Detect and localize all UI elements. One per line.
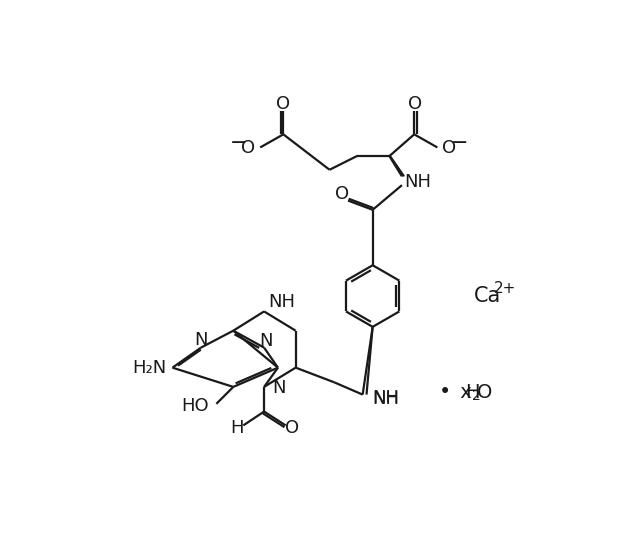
- Polygon shape: [389, 156, 404, 176]
- Text: NH: NH: [372, 390, 399, 408]
- Text: O: O: [408, 95, 422, 113]
- Text: NH: NH: [372, 389, 399, 406]
- Text: NH: NH: [404, 173, 431, 191]
- Text: N: N: [272, 379, 285, 397]
- Text: H: H: [230, 420, 244, 437]
- Text: O: O: [335, 185, 349, 203]
- Text: HO: HO: [181, 397, 209, 415]
- Text: O: O: [477, 383, 492, 402]
- Text: H: H: [465, 383, 479, 402]
- Text: 2+: 2+: [493, 281, 516, 296]
- Text: O: O: [241, 139, 255, 157]
- Text: H₂N: H₂N: [132, 359, 166, 377]
- Text: 2: 2: [472, 389, 481, 403]
- Text: •: •: [439, 382, 451, 402]
- Text: x: x: [454, 383, 472, 402]
- Text: −: −: [230, 133, 247, 153]
- Text: NH: NH: [268, 293, 295, 311]
- Text: O: O: [275, 95, 290, 113]
- Text: O: O: [442, 139, 456, 157]
- Text: Ca: Ca: [474, 286, 502, 306]
- Text: O: O: [285, 420, 299, 437]
- Text: N: N: [259, 332, 273, 350]
- Text: N: N: [194, 331, 208, 349]
- Text: −: −: [451, 133, 468, 153]
